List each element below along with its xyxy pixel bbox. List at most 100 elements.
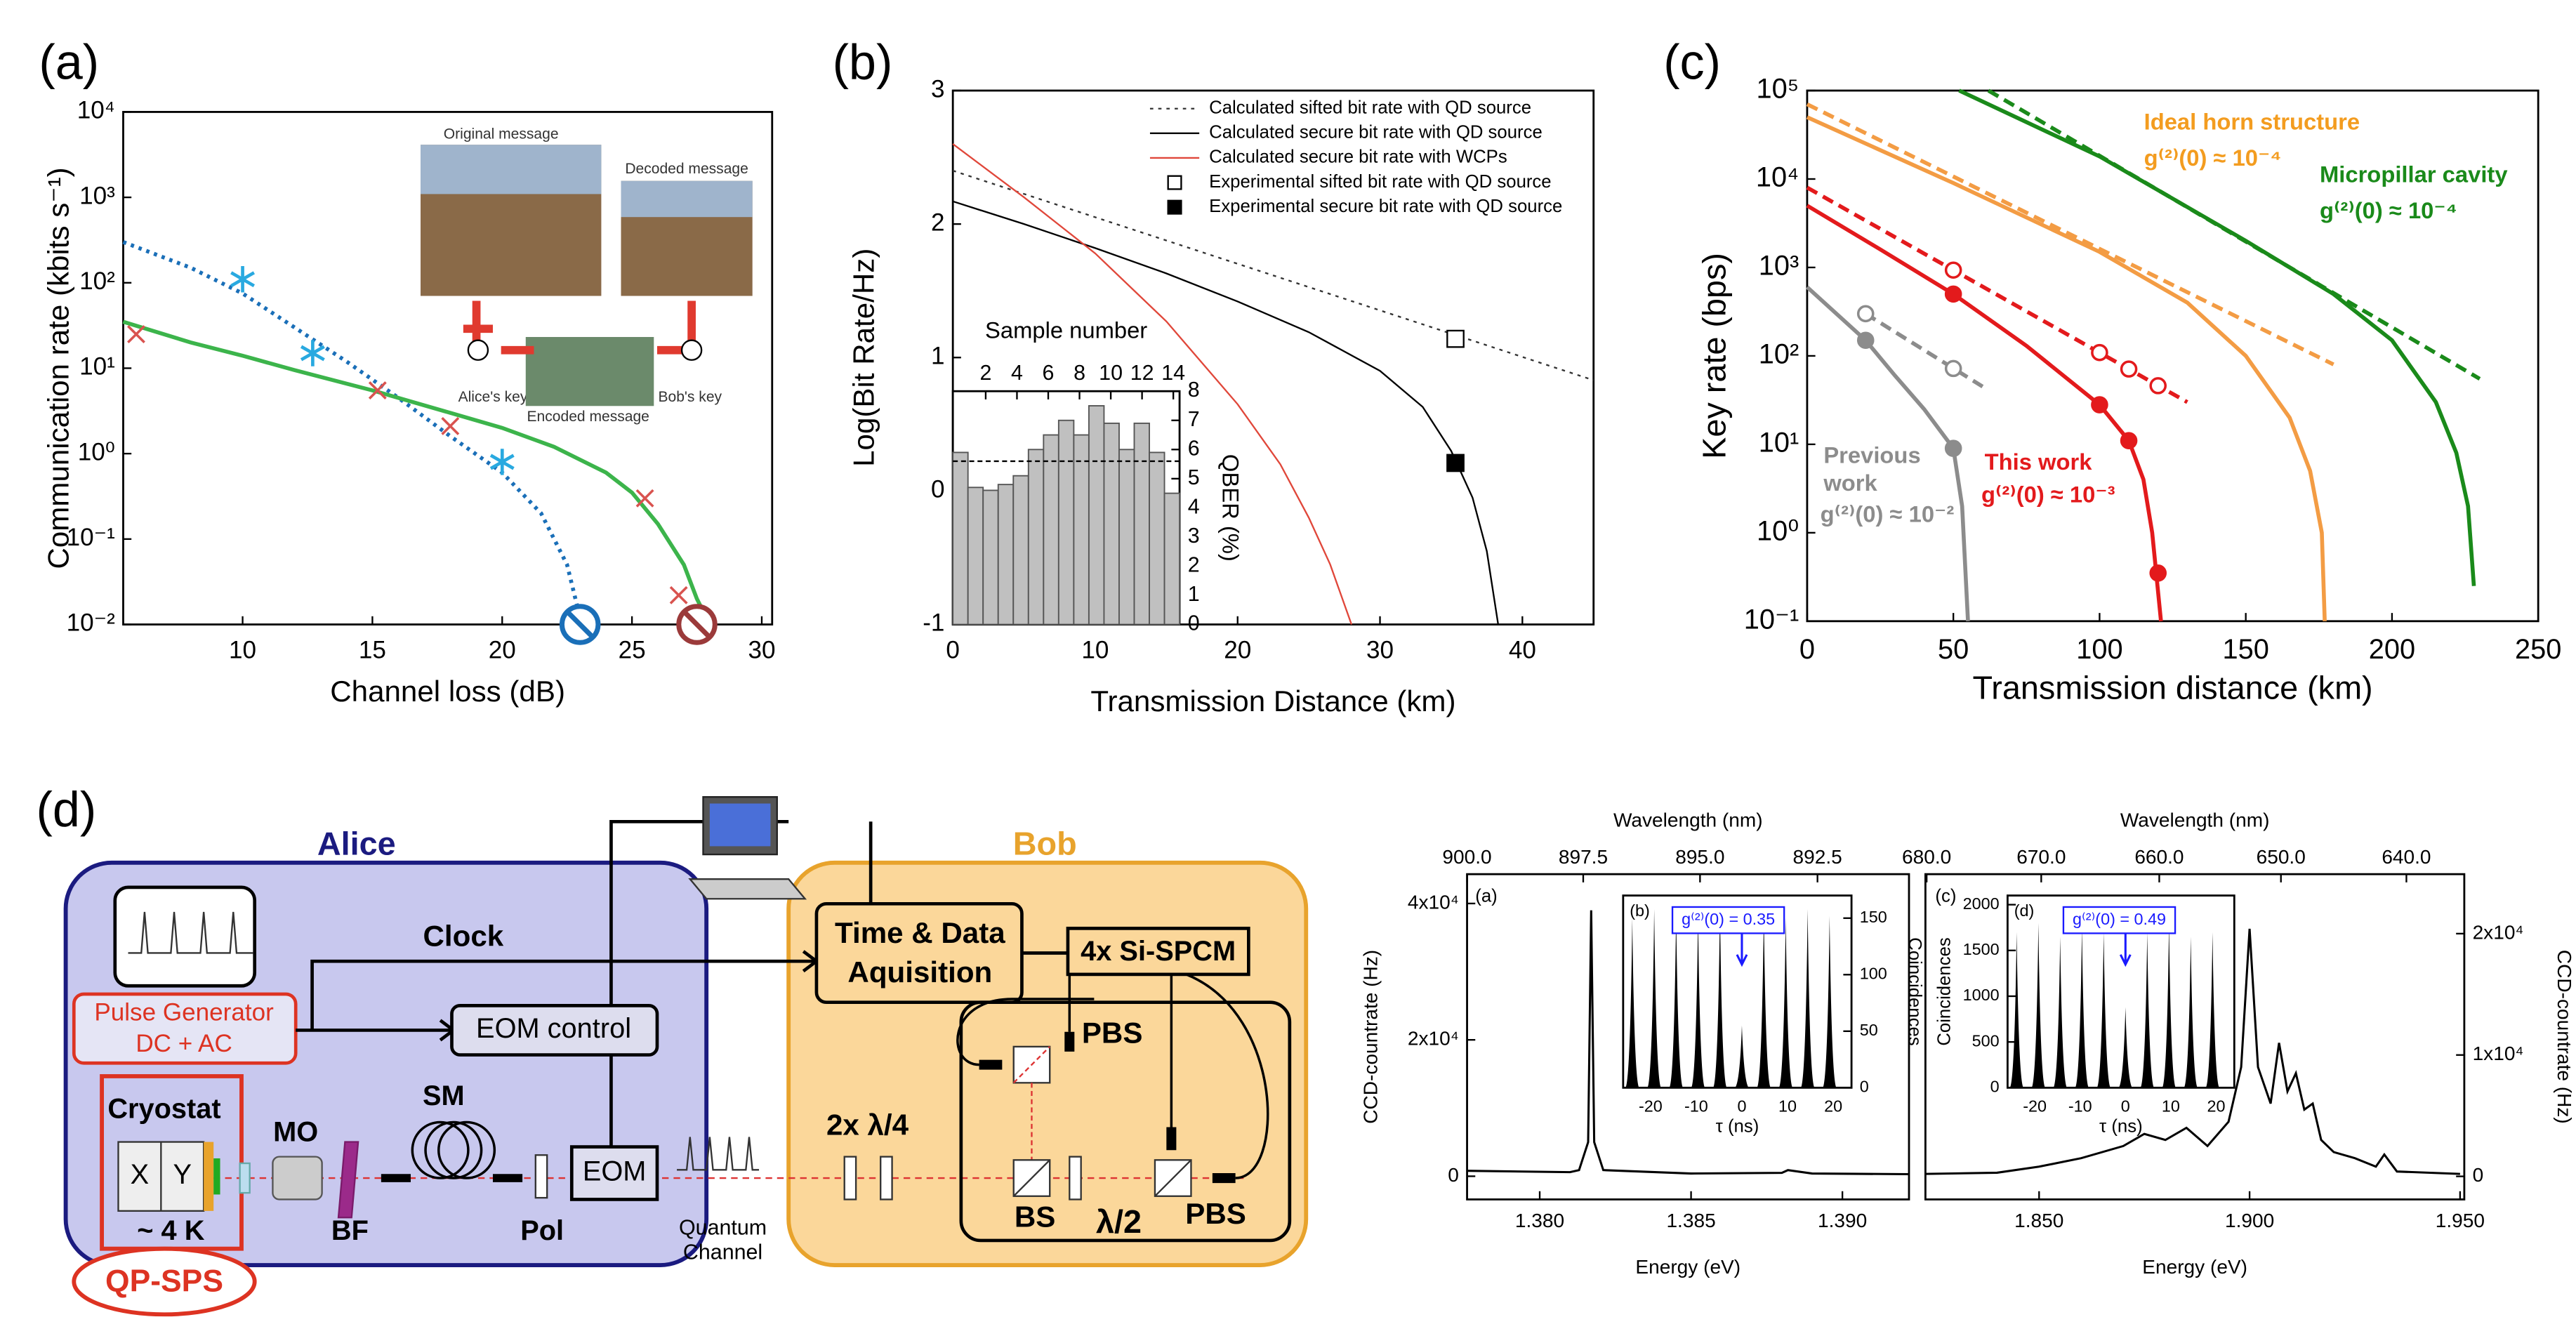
peak bbox=[2009, 932, 2023, 1088]
x-tick-label: 20 bbox=[1224, 636, 1251, 663]
x-tick-label: 10 bbox=[1081, 636, 1109, 663]
series-line bbox=[1806, 285, 1970, 621]
annotation: This work bbox=[1985, 449, 2093, 475]
y-tick-label: -1 bbox=[923, 609, 944, 637]
series-line bbox=[1806, 102, 2334, 366]
bar bbox=[1073, 434, 1090, 626]
x2-tick-label: 895.0 bbox=[1675, 846, 1724, 868]
x-tick-label: 1.850 bbox=[2014, 1210, 2063, 1231]
window bbox=[239, 1162, 251, 1194]
pbs-diagonal bbox=[1012, 1046, 1051, 1160]
bar bbox=[1027, 449, 1045, 626]
x-tick-label: 1.900 bbox=[2225, 1210, 2274, 1231]
peak bbox=[1823, 915, 1837, 1088]
x2-axis-label: Wavelength (nm) bbox=[1613, 809, 1763, 831]
eom-label: EOM bbox=[583, 1156, 647, 1187]
y-tick-label: 10⁰ bbox=[1757, 515, 1799, 546]
annotation: Alice's key bbox=[458, 389, 528, 405]
y-tick-label: 0 bbox=[1990, 1078, 2000, 1096]
y-tick-label: 10² bbox=[1759, 338, 1799, 369]
legend-label: Experimental sifted bit rate with QD sou… bbox=[1209, 172, 1551, 192]
sample bbox=[204, 1142, 214, 1211]
peak bbox=[2075, 927, 2089, 1088]
series-line bbox=[1925, 928, 2460, 1175]
x2-tick-label: 14 bbox=[1161, 361, 1185, 385]
marker bbox=[676, 604, 718, 645]
annotation: (a) bbox=[1475, 887, 1497, 906]
marker bbox=[1944, 359, 1962, 378]
objective bbox=[272, 1156, 323, 1201]
pbs-label: PBS bbox=[1185, 1197, 1246, 1230]
annotation: Ideal horn structure bbox=[2144, 108, 2360, 134]
annotation-arrow bbox=[2119, 933, 2132, 967]
marker bbox=[441, 416, 460, 435]
legend-marker bbox=[1167, 175, 1182, 190]
y-tick-label: 0 bbox=[1448, 1164, 1459, 1186]
quantum-channel-label: Quantum bbox=[679, 1216, 767, 1240]
annotation: Previous bbox=[1823, 442, 1920, 468]
marker bbox=[127, 325, 145, 343]
x2-tick-label: 680.0 bbox=[1902, 846, 1951, 868]
bar bbox=[1118, 449, 1135, 626]
x-tick-label: 1.380 bbox=[1515, 1210, 1564, 1231]
y-tick-label: 10⁻² bbox=[67, 609, 116, 637]
y-tick-label: 10¹ bbox=[79, 353, 115, 381]
annotation: g⁽²⁾(0) ≈ 10⁻² bbox=[1821, 501, 1955, 527]
x2-axis-label: Wavelength (nm) bbox=[2120, 809, 2270, 831]
y-tick-label: 1000 bbox=[1963, 986, 2000, 1004]
annotation: g⁽²⁾(0) = 0.49 bbox=[2073, 910, 2166, 928]
y-tick-label: 150 bbox=[1860, 908, 1887, 926]
pol-label: Pol bbox=[520, 1215, 564, 1246]
annotation: Original message bbox=[444, 126, 559, 143]
detectors bbox=[979, 1031, 1236, 1184]
source-label: QP-SPS bbox=[105, 1264, 223, 1299]
marker bbox=[1856, 305, 1875, 323]
x-tick-label: 30 bbox=[748, 636, 775, 663]
x2-tick-label: 650.0 bbox=[2257, 846, 2306, 868]
source-ellipse bbox=[72, 1246, 257, 1317]
x-tick-label: 250 bbox=[2515, 634, 2561, 665]
annotation: Micropillar cavity bbox=[2320, 161, 2508, 187]
x2-tick-label: 892.5 bbox=[1793, 846, 1842, 868]
x-tick-label: 1.385 bbox=[1666, 1210, 1715, 1231]
marker bbox=[559, 604, 601, 645]
clock-lines bbox=[296, 959, 817, 1032]
bar bbox=[967, 487, 984, 626]
fiber-coil bbox=[411, 1120, 496, 1179]
clock-label: Clock bbox=[423, 920, 504, 953]
oscilloscope-trace bbox=[128, 911, 253, 954]
y-tick-label: 100 bbox=[1860, 964, 1887, 982]
x-tick-label: 0 bbox=[1737, 1097, 1746, 1116]
message-images bbox=[421, 145, 753, 406]
half-waveplate bbox=[1069, 1156, 1082, 1201]
x2-tick-label: 640.0 bbox=[2382, 846, 2431, 868]
series-line bbox=[1987, 88, 2481, 381]
x2-tick-label: 4 bbox=[1011, 361, 1023, 385]
y-tick-label: 1 bbox=[931, 343, 945, 370]
pbs-label: PBS bbox=[1082, 1017, 1143, 1050]
y-tick-label: 10⁴ bbox=[77, 97, 115, 124]
waveplate bbox=[880, 1156, 893, 1201]
annotation: work bbox=[1823, 470, 1877, 496]
peak bbox=[1757, 912, 1771, 1088]
y-tick-label: 7 bbox=[1188, 407, 1200, 431]
x2-tick-label: 12 bbox=[1130, 361, 1154, 385]
peak bbox=[2118, 1007, 2132, 1088]
y-axis-label: CCD-countrate (Hz) bbox=[1359, 950, 1381, 1124]
eom-control-label: EOM control bbox=[476, 1013, 631, 1044]
x-tick-label: 150 bbox=[2222, 634, 2268, 665]
quarter-wave-label: 2x λ/4 bbox=[826, 1109, 909, 1142]
marker bbox=[635, 489, 654, 508]
peak bbox=[2205, 932, 2219, 1088]
pbs-diagonal bbox=[1154, 1159, 1192, 1197]
series-line bbox=[952, 143, 1353, 625]
quantum-channel-label: Channel bbox=[683, 1241, 762, 1264]
peak bbox=[1647, 908, 1661, 1088]
x-tick-label: 0 bbox=[946, 636, 960, 663]
marker bbox=[1944, 439, 1962, 457]
alice-key-arrows bbox=[463, 300, 534, 355]
cryostat-label: Cryostat bbox=[107, 1094, 220, 1125]
y-tick-label: 10⁵ bbox=[1756, 74, 1799, 105]
y-tick-label: 0 bbox=[931, 476, 945, 503]
annotation: (c) bbox=[1935, 887, 1956, 906]
